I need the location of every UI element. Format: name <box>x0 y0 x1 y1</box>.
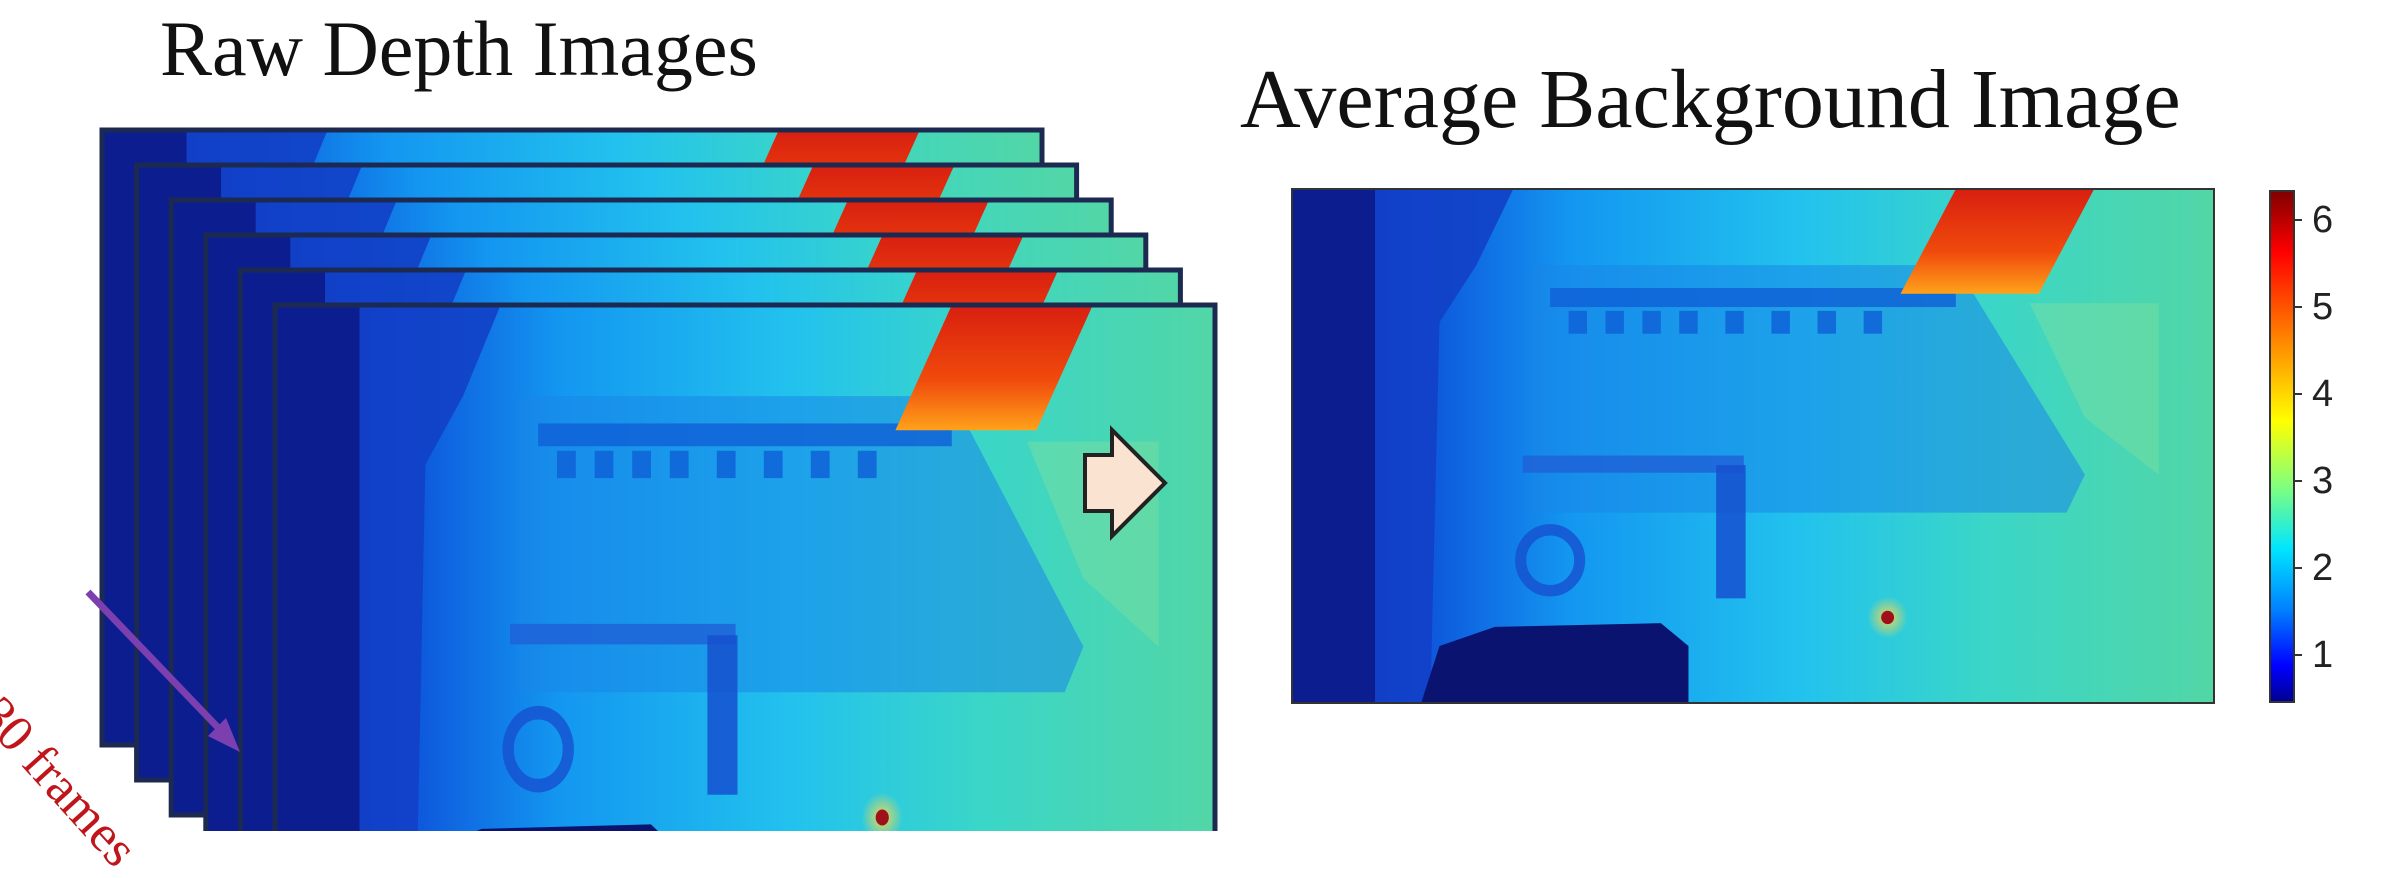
figure: Raw Depth Images Average Background Imag… <box>0 0 2334 878</box>
colorbar-tick-label: 4 <box>2312 373 2334 415</box>
colorbar-tick-label: 6 <box>2312 199 2334 241</box>
process-arrow <box>1083 425 1168 541</box>
colorbar-tick-label: 1 <box>2312 634 2334 676</box>
colorbar-tick-label: 5 <box>2312 286 2334 328</box>
average-background-image <box>1292 189 2214 703</box>
colorbar-tick-label: 2 <box>2312 547 2334 589</box>
depth-frame <box>275 305 1215 831</box>
frames-direction-arrow <box>85 589 240 752</box>
colorbar <box>2269 190 2302 703</box>
raw-depth-images-title: Raw Depth Images <box>160 5 758 92</box>
colorbar-tick-label: 3 <box>2312 460 2334 502</box>
average-background-image-title: Average Background Image <box>1240 53 2181 146</box>
figure-canvas <box>85 0 2302 831</box>
raw-depth-frame-stack <box>102 130 1215 831</box>
